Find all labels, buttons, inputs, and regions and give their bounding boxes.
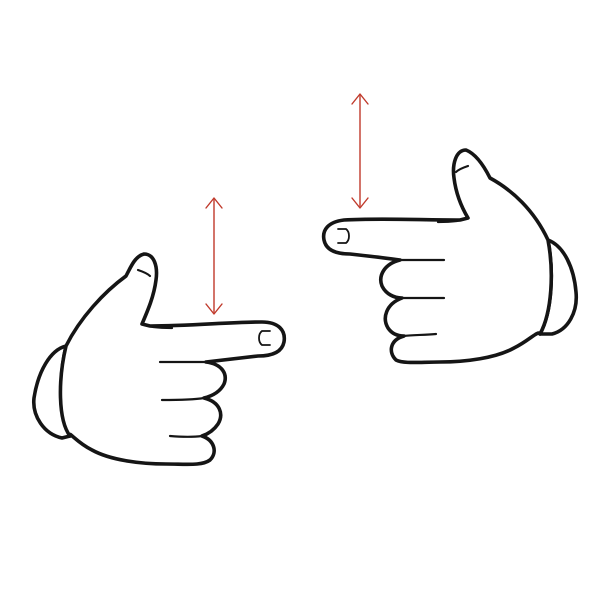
right-finger-crease-3 xyxy=(402,332,438,338)
right-index-nail xyxy=(337,228,350,244)
left-finger-crease-3 xyxy=(168,434,204,438)
left-index-nail xyxy=(258,330,271,346)
left-thumb-crease xyxy=(136,268,152,278)
right-index-top-crease xyxy=(436,216,470,224)
pointing-left-hand-icon xyxy=(321,148,578,365)
left-arrow-head-up xyxy=(205,197,223,209)
right-thumb-crease xyxy=(454,164,470,174)
left-finger-crease-2 xyxy=(160,396,206,402)
left-index-top-crease xyxy=(140,322,174,330)
right-hand-palm xyxy=(321,148,554,365)
right-vertical-double-arrow-icon xyxy=(351,93,369,209)
right-arrow-head-down xyxy=(351,197,369,209)
left-hand-palm xyxy=(58,252,287,467)
right-arrow-head-up xyxy=(351,93,369,105)
left-arrow-head-down xyxy=(205,303,223,315)
pointing-right-hand-icon xyxy=(32,252,287,467)
left-vertical-double-arrow-icon xyxy=(205,197,223,315)
